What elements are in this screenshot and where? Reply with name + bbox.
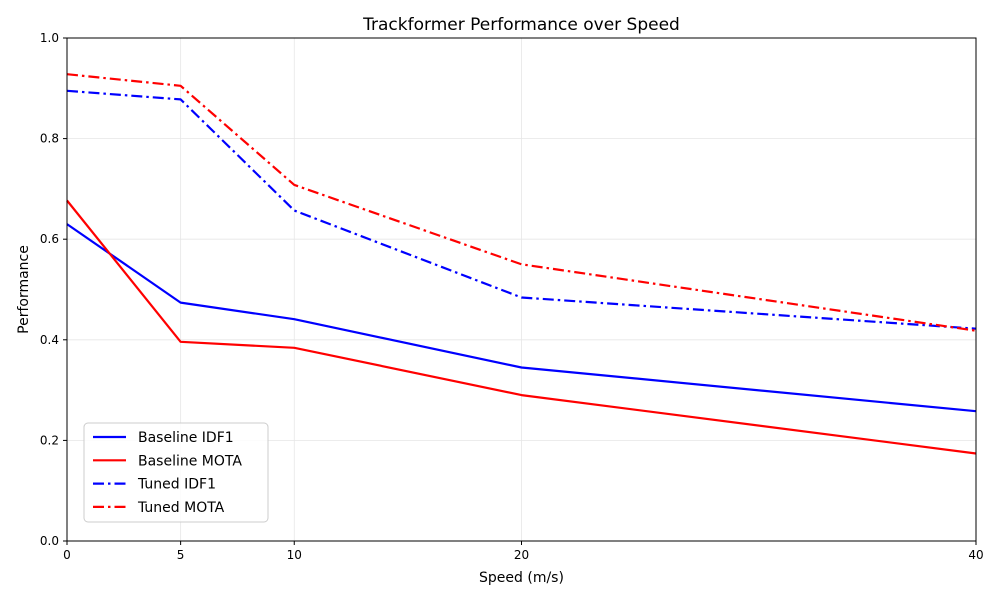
series-line-baseline-mota xyxy=(66,199,977,455)
series-lines xyxy=(66,73,977,455)
y-tick-label: 0.2 xyxy=(40,433,59,447)
y-tick-label: 0.8 xyxy=(40,132,59,146)
y-axis-title: Performance xyxy=(16,245,32,334)
legend-label: Baseline MOTA xyxy=(138,453,242,469)
y-tick-label: 1.0 xyxy=(40,31,59,45)
x-tick-label: 40 xyxy=(968,548,983,562)
x-axis-title: Speed (m/s) xyxy=(479,570,564,586)
x-tick-label: 10 xyxy=(287,548,302,562)
legend-label: Tuned MOTA xyxy=(137,500,225,516)
legend-label: Tuned IDF1 xyxy=(137,477,216,493)
chart-title: Trackformer Performance over Speed xyxy=(362,15,680,35)
legend-box xyxy=(83,422,269,523)
y-tick-label: 0.0 xyxy=(40,534,59,548)
y-tick-label: 0.6 xyxy=(40,232,59,246)
axis-ticks: 0 5 10 20 40 0.0 0.2 0.4 0.6 0.8 1.0 xyxy=(40,31,984,562)
x-tick-label: 20 xyxy=(514,548,529,562)
series-line-baseline-idf1 xyxy=(66,223,977,413)
y-tick-label: 0.4 xyxy=(40,333,59,347)
legend-label: Baseline IDF1 xyxy=(138,430,234,446)
x-tick-label: 5 xyxy=(177,548,185,562)
x-tick-label: 0 xyxy=(63,548,71,562)
legend: Baseline IDF1 Baseline MOTA Tuned IDF1 Tune… xyxy=(83,422,269,523)
series-line-tuned-idf1 xyxy=(66,89,977,330)
series-line-tuned-mota xyxy=(66,73,977,332)
